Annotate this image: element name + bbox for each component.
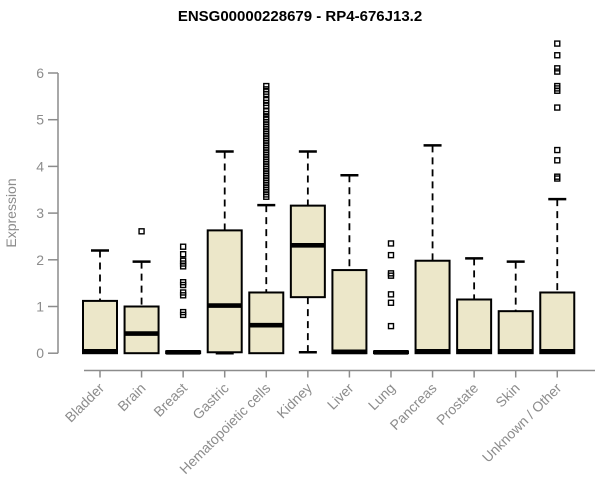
outlier-point — [263, 86, 270, 93]
outlier-point — [179, 243, 187, 250]
x-tick-label: Brain — [114, 380, 148, 414]
outlier-point — [263, 96, 270, 104]
iqr-box — [331, 269, 368, 355]
y-tick-label: 4 — [36, 158, 44, 174]
outlier-point — [263, 114, 270, 121]
y-tick-label: 3 — [36, 205, 44, 221]
outlier-point — [387, 251, 395, 259]
box-pancreas — [414, 144, 451, 355]
box-kidney — [289, 150, 326, 354]
iqr-box — [289, 204, 326, 299]
outlier-point — [387, 240, 395, 247]
x-tick-label: Lung — [365, 380, 398, 413]
outlier-point — [554, 82, 561, 90]
y-tick-label: 2 — [36, 252, 44, 268]
outlier-point — [554, 173, 561, 180]
box-prostate — [456, 257, 493, 355]
box-liver — [331, 174, 368, 355]
y-tick-label: 5 — [36, 112, 44, 128]
outlier-point — [179, 308, 187, 316]
outlier-point — [179, 250, 187, 258]
iqr-box — [206, 229, 243, 354]
x-tick-label: Kidney — [273, 380, 315, 422]
x-tick-label: Breast — [150, 380, 190, 420]
iqr-box — [82, 299, 118, 355]
outlier-point — [554, 157, 561, 164]
outlier-point — [554, 104, 561, 111]
outlier-point — [179, 279, 187, 286]
x-tick-label: Unknown / Other — [479, 380, 565, 466]
box-unknown-other — [539, 40, 576, 355]
outlier-point — [554, 68, 561, 75]
outlier-point — [554, 52, 561, 59]
x-tick-label: Bladder — [62, 380, 108, 426]
outlier-point — [554, 40, 561, 47]
y-tick-label: 6 — [36, 65, 44, 81]
x-tick-label: Skin — [492, 380, 523, 411]
outlier-point — [387, 270, 395, 277]
box-gastric — [206, 150, 243, 355]
outlier-point — [387, 299, 395, 306]
outlier-point — [387, 322, 395, 330]
x-tick-label: Liver — [324, 380, 357, 413]
outlier-point — [179, 257, 187, 264]
y-axis-label: Expression — [3, 178, 19, 247]
outlier-point — [179, 289, 187, 296]
outlier-point — [554, 146, 561, 154]
chart-title: ENSG00000228679 - RP4-676J13.2 — [178, 8, 422, 25]
iqr-box — [456, 298, 493, 355]
outlier-point — [554, 65, 561, 72]
outlier-point — [263, 82, 270, 90]
box-lung — [372, 240, 409, 355]
iqr-box — [539, 291, 576, 355]
y-tick-label: 0 — [36, 345, 44, 361]
box-brain — [123, 228, 160, 355]
outlier-point — [138, 228, 145, 235]
box-skin — [497, 260, 534, 355]
iqr-box — [497, 310, 534, 355]
box-bladder — [82, 249, 118, 355]
iqr-box — [414, 259, 451, 355]
iqr-box — [248, 291, 285, 355]
box-breast — [165, 243, 202, 355]
x-tick-label: Prostate — [433, 380, 481, 428]
outlier-point — [387, 291, 395, 298]
y-tick-label: 1 — [36, 299, 44, 315]
box-hematopoietic-cells — [248, 82, 285, 355]
iqr-box — [123, 305, 160, 355]
